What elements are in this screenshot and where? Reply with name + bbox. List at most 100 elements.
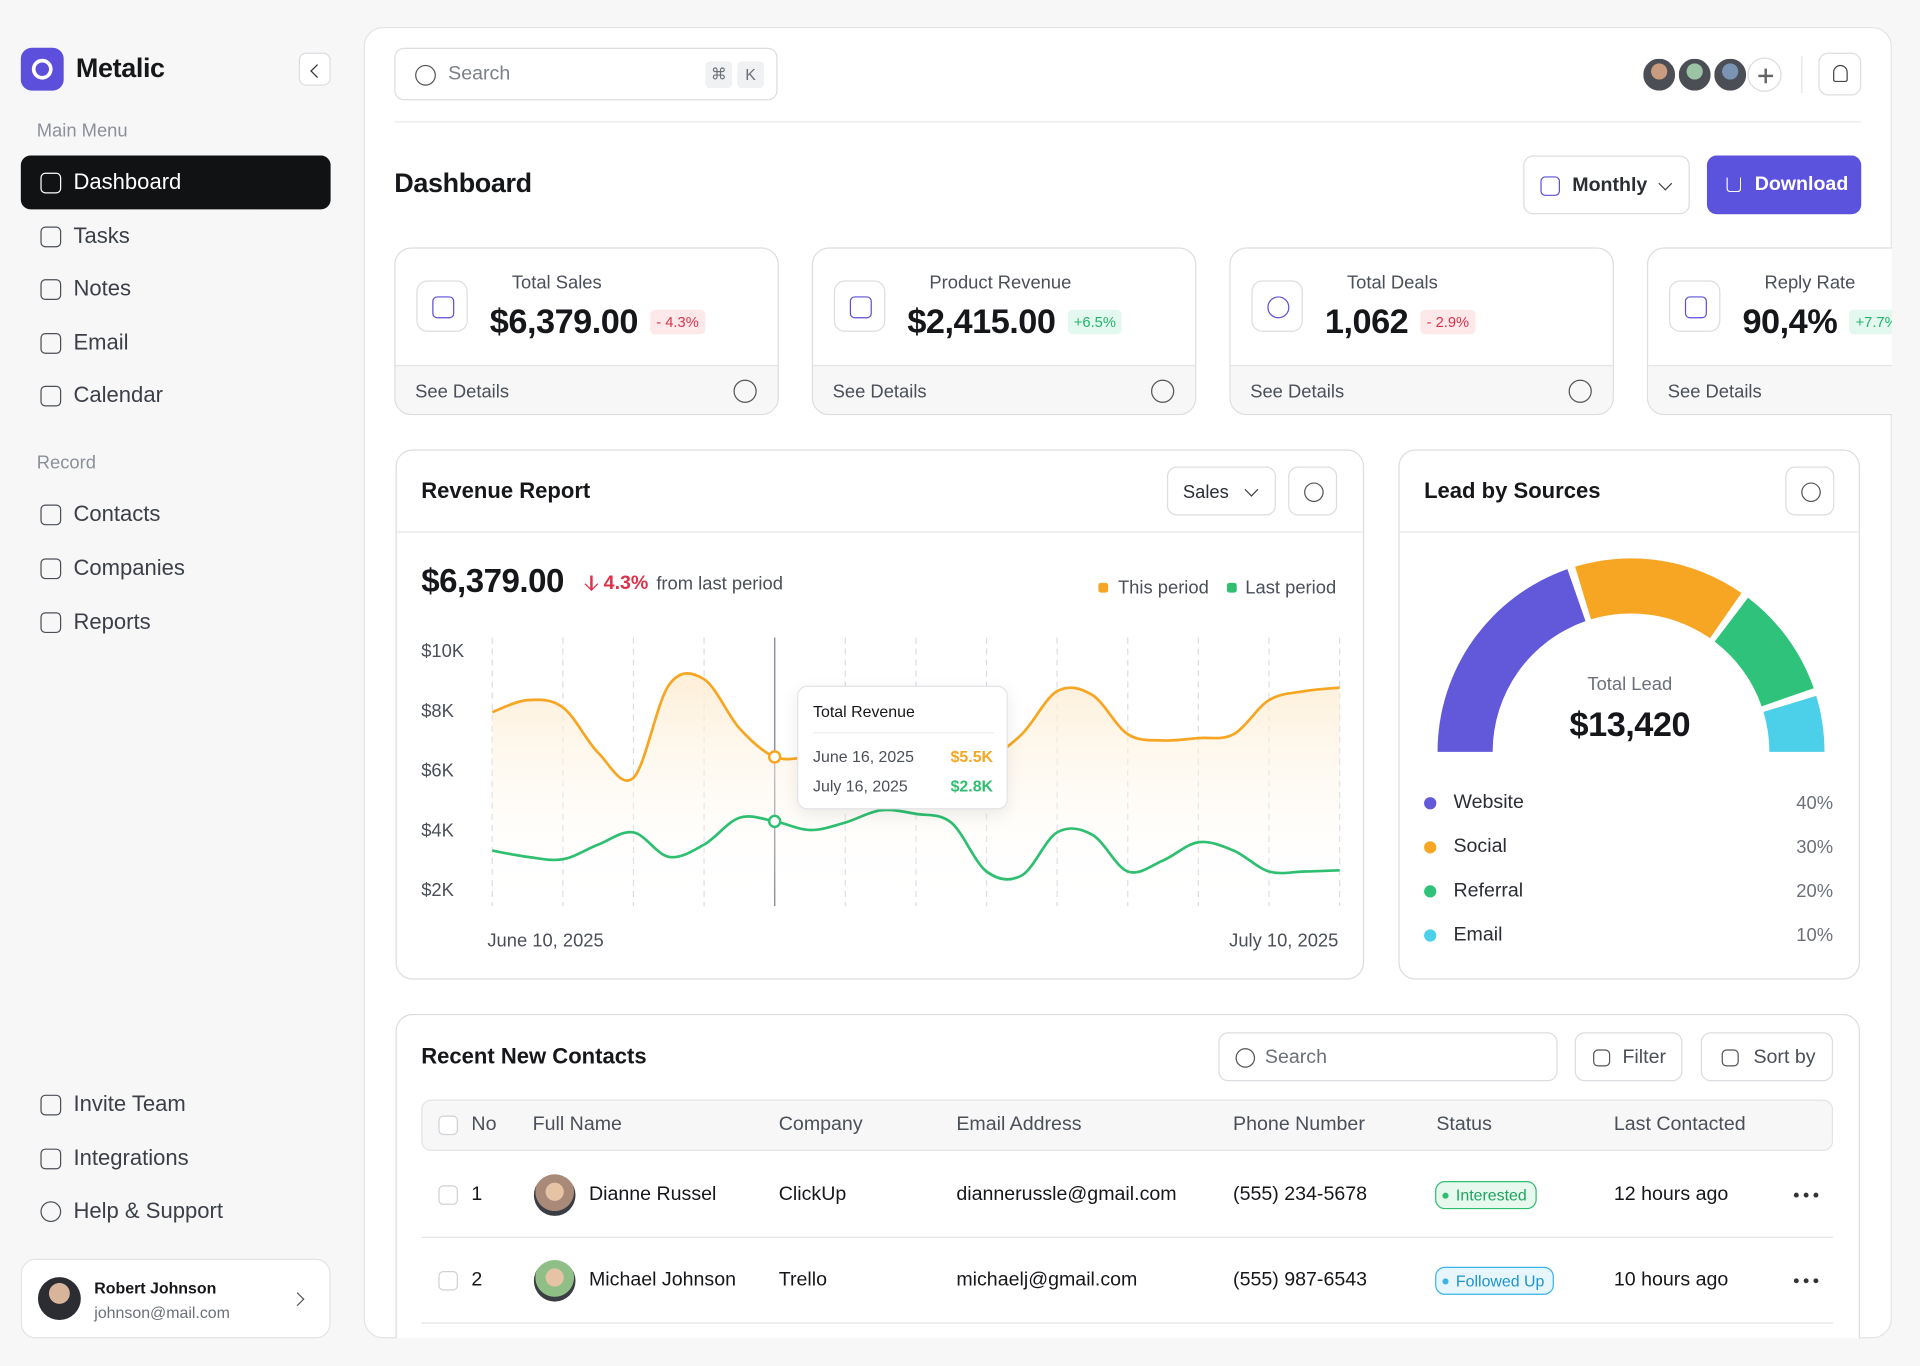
stat-action[interactable]: See Details [1667,381,1762,403]
icon [39,172,61,193]
stat-value-row: $6,379.00 - 4.3% [490,302,705,341]
icon [39,611,61,633]
row-menu[interactable] [1790,1185,1822,1205]
row-menu[interactable] [1790,1271,1822,1291]
gauge-label: Total Lead [1587,674,1673,695]
menu-item[interactable]: Companies [73,555,185,580]
menu-item[interactable]: Notes [73,276,132,301]
stat-action[interactable]: See Details [832,381,927,403]
icon [1593,1049,1611,1067]
menu-item[interactable]: Help & Support [73,1198,223,1223]
collapse-button[interactable] [298,52,331,86]
chevron [290,1292,305,1307]
stat-change: +7.7% [1849,309,1892,335]
search-box[interactable]: Search ⌘ K [394,47,778,101]
filter-select[interactable]: Sales [1166,466,1276,516]
menu-item[interactable]: Integrations [73,1145,189,1170]
dot [1803,1192,1809,1198]
key-label: K [745,65,756,84]
tooltip-date: July 16, 2025 [813,776,908,796]
user-email: johnson@mail.com [94,1303,230,1322]
shortcut-key: K [737,61,765,89]
table-cell: michaelj@gmail.com [956,1269,1138,1291]
legend-label[interactable]: This period [1117,577,1209,599]
table-cell: (555) 234-5678 [1233,1184,1368,1205]
menu-item[interactable]: Tasks [73,223,130,248]
period-select[interactable]: Monthly [1523,155,1690,215]
table-cell: 10 hours ago [1613,1269,1729,1291]
column-header: Email Address [956,1114,1082,1136]
gauge-total: $13,420 [1569,705,1691,744]
filter-label: Sales [1182,481,1229,503]
revenue-note: from last period [656,573,783,595]
stat-change: +6.5% [1067,309,1123,335]
icon [39,557,61,579]
icon [39,1094,61,1115]
dot [1793,1278,1799,1284]
active-item [20,155,331,210]
stat-action[interactable]: See Details [1250,381,1345,403]
panel-rule [395,531,1365,533]
table-cell: 12 hours ago [1613,1184,1729,1205]
revenue-total: $6,379.00 [421,562,564,600]
filter-button[interactable]: Filter [1574,1032,1683,1082]
stat-card: Reply Rate 90,4% +7.7% See Details [1646,247,1892,416]
stat-icon [833,280,886,332]
legend-label[interactable]: Social [1453,836,1507,858]
legend-label[interactable]: Last period [1245,577,1337,599]
legend-value: 10% [1796,925,1834,946]
menu-item[interactable]: Invite Team [73,1091,186,1117]
stat-icon [1668,280,1721,332]
table-cell: 1 [471,1184,483,1205]
legend-dot [1424,885,1437,898]
stat-action[interactable]: See Details [415,381,510,403]
menu-item[interactable]: Reports [73,609,151,634]
table-header [421,1099,1834,1152]
stat-change: - 4.3% [650,309,705,335]
menu-item[interactable]: Calendar [73,382,163,408]
stat-value-row: 1,062 - 2.9% [1325,302,1476,341]
user-name: Robert Johnson [94,1278,217,1298]
download-label: Download [1754,173,1849,195]
stat-footer: See Details [813,364,1196,414]
menu-item[interactable]: Contacts [73,501,161,526]
menu-item[interactable]: Dashboard [73,169,182,195]
stat-label: Product Revenue [929,272,1072,294]
dot [1793,1192,1799,1198]
legend-value: 40% [1796,792,1834,814]
legend-label[interactable]: Referral [1453,880,1524,902]
notifications[interactable] [1818,52,1862,96]
stat-icon [416,280,468,332]
checkbox[interactable] [438,1271,458,1291]
icon [39,278,61,300]
column-header: No [471,1114,497,1136]
refresh-button[interactable] [1288,466,1338,516]
user-card[interactable]: Robert Johnson johnson@mail.com [20,1258,331,1339]
sort-button[interactable]: Sort by [1700,1032,1834,1082]
checkbox[interactable] [438,1115,458,1136]
legend-label[interactable]: Website [1453,792,1524,814]
stat-value-row: 90,4% +7.7% [1742,302,1892,341]
icon [849,296,872,319]
add-member[interactable] [1747,57,1782,92]
stats-row: Total Sales $6,379.00- 4.3% See Details Pro… [364,233,1892,431]
download-button[interactable]: Download [1706,155,1862,215]
contacts-search[interactable]: Search [1218,1032,1558,1082]
row-rule [421,1322,1834,1324]
table-cell: diannerussle@gmail.com [956,1184,1177,1205]
tooltip: Total Revenue June 16, 2025 $5.5K July 16, … [797,685,1008,810]
refresh-button[interactable] [1785,466,1835,516]
legend-label[interactable]: Email [1453,924,1503,946]
menu-item[interactable]: Email [73,330,129,355]
icon [432,296,455,319]
stat-footer: See Details [1230,364,1613,414]
tooltip-value: $2.8K [950,776,994,796]
icon [39,1147,61,1169]
icon [39,385,61,406]
checkbox[interactable] [438,1185,458,1205]
stat-label: Total Sales [511,272,602,294]
stat-card: Total Sales $6,379.00 - 4.3% See Details [394,247,779,416]
user-avatar [37,1277,81,1320]
